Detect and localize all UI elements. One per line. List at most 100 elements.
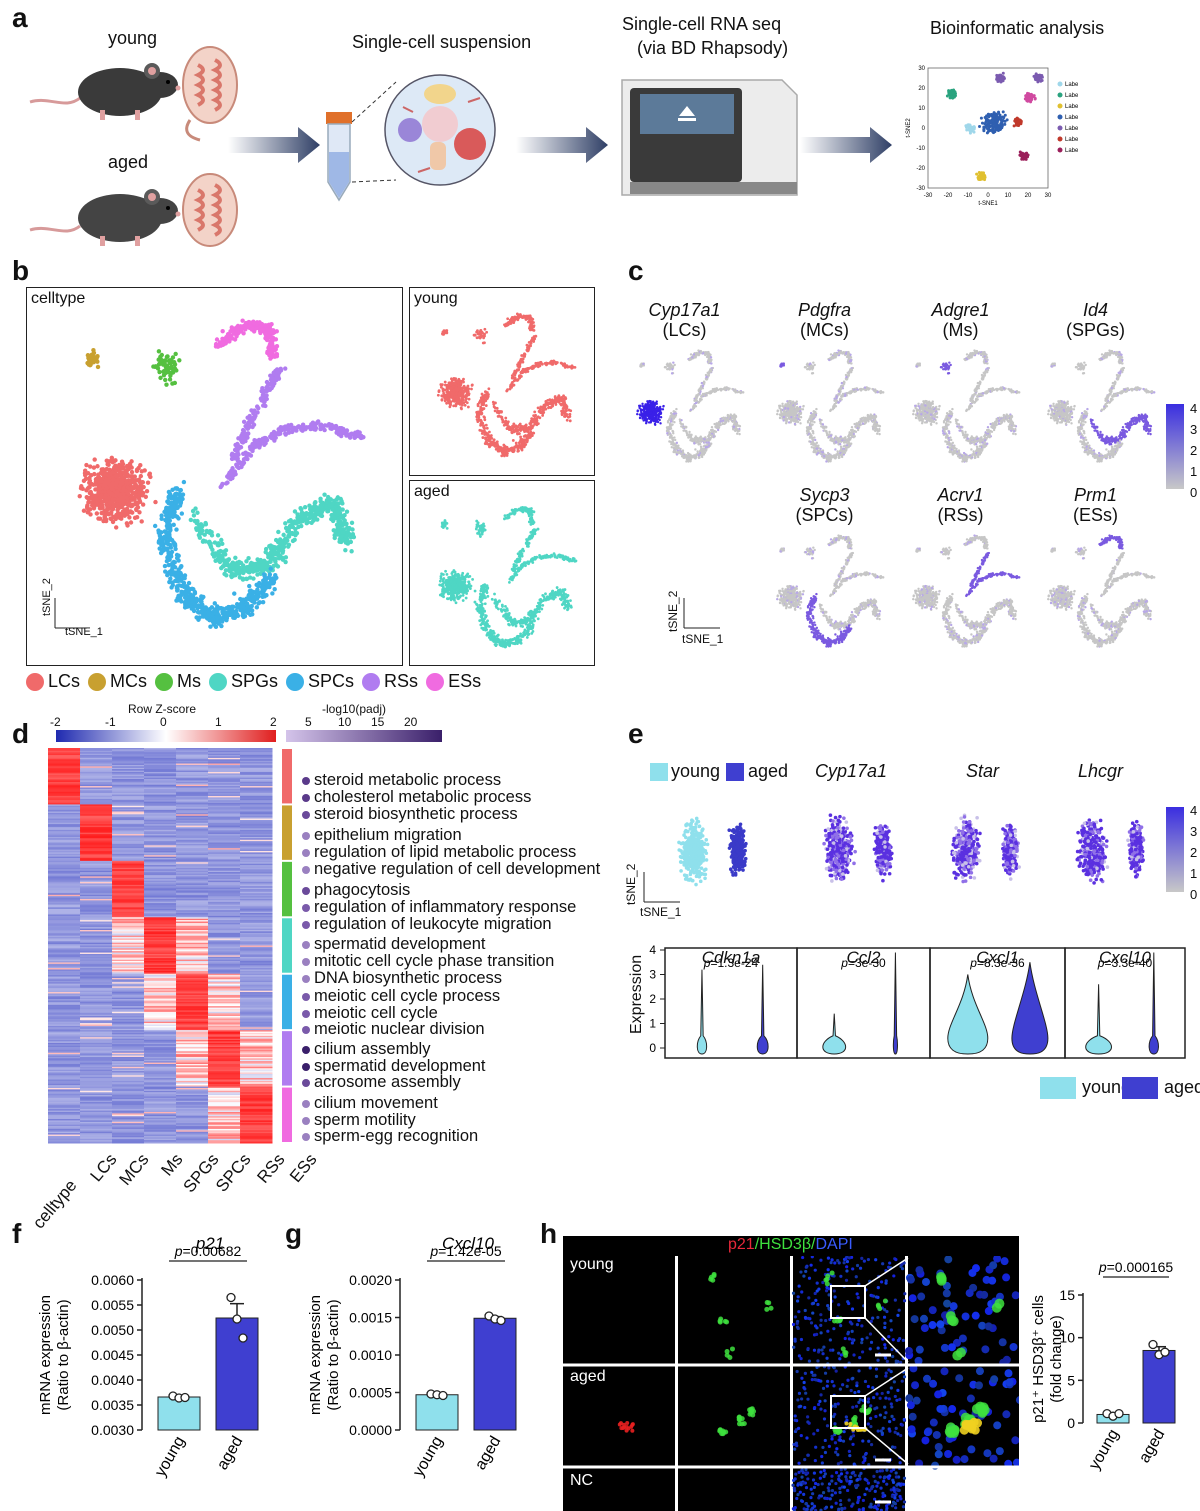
tsne-point (502, 614, 505, 618)
tsne-point (170, 514, 175, 519)
tsne-point (140, 490, 145, 495)
tsne-point (440, 592, 444, 596)
tsne-point (476, 329, 479, 333)
panel-label-e: e (628, 718, 644, 750)
tsne-point (113, 525, 119, 530)
arrow-icon (516, 127, 608, 163)
tsne-point (476, 332, 480, 336)
tsne-point (455, 397, 458, 401)
panel-label-f: f (12, 1218, 21, 1250)
tsne-point (171, 559, 177, 565)
tsne-point (173, 498, 179, 504)
tsne-point (561, 409, 565, 413)
tsne-point (529, 430, 532, 434)
tsne-point (240, 318, 245, 323)
tsne-point (240, 438, 246, 444)
tsne-point (219, 565, 224, 571)
tsne-point (299, 507, 304, 512)
tsne-point (235, 446, 241, 452)
tsne-point (105, 504, 110, 510)
tsne-point (527, 426, 531, 430)
tsne-point (347, 525, 352, 531)
tsne-point (88, 357, 93, 363)
aged-testis-icon (182, 173, 238, 247)
tsne-point (532, 364, 536, 368)
tsne-point (267, 584, 272, 590)
tsne-point (568, 365, 572, 369)
tsne-point (253, 594, 259, 599)
celltype-tsne-plot (54, 318, 366, 630)
tsne-point (532, 421, 536, 424)
tsne-point (500, 609, 503, 612)
tsne-point (469, 584, 473, 588)
tsne-point (331, 424, 337, 429)
tsne-point (448, 403, 452, 407)
tsne-point (476, 521, 480, 525)
tsne-point (495, 442, 499, 446)
tsne-point (264, 562, 270, 567)
mini-tsne-point (987, 115, 991, 119)
tsne-point (261, 403, 266, 408)
mini-x-label: t-SNE1 (978, 201, 998, 207)
tsne-point (190, 508, 196, 514)
tsne-point (461, 591, 465, 594)
mini-tsne-point (986, 112, 990, 116)
tsne-point (256, 563, 261, 568)
tsne-point (263, 578, 268, 584)
tsne-point (252, 415, 257, 420)
tsne-point (88, 512, 93, 517)
tsne-point (276, 427, 281, 432)
tsne-point (168, 576, 173, 581)
tsne-point (262, 442, 267, 447)
tsne-point (494, 401, 497, 405)
young-mouse-icon (29, 63, 181, 120)
tsne-point (215, 533, 221, 538)
tsne-point (443, 524, 447, 528)
tsne-point (342, 521, 347, 527)
tsne-point (171, 522, 176, 528)
tsne-point (444, 395, 447, 399)
tsne-point (521, 619, 525, 622)
tsne-point (483, 418, 487, 422)
tsne-point (441, 588, 445, 591)
tsne-point (441, 332, 445, 336)
mini-tsne-point (981, 176, 985, 180)
mini-legend-label: Label (1065, 126, 1078, 132)
tsne-point (503, 447, 506, 450)
mini-tsne-point (979, 116, 983, 120)
tsne-point (500, 454, 504, 458)
tsne-point (493, 444, 496, 448)
tsne-point (442, 577, 446, 580)
tsne-point (102, 515, 107, 520)
tsne-point (453, 399, 456, 403)
tsne-point (152, 523, 158, 529)
tsne-point (138, 473, 144, 479)
tsne-point (244, 559, 249, 564)
tsne-point (563, 363, 567, 367)
mini-legend-label: Label (1065, 93, 1078, 99)
tsne-point (485, 396, 489, 400)
tsne-point (513, 373, 517, 377)
young-label: young (108, 28, 157, 49)
tsne-point (309, 424, 314, 429)
tsne-point (170, 355, 176, 360)
tsne-point (444, 329, 448, 333)
tsne-point (454, 404, 458, 408)
tsne-point (443, 383, 447, 387)
tsne-point (156, 349, 162, 354)
tsne-point (527, 320, 530, 324)
tsne-point (129, 469, 135, 475)
tsne-point (246, 593, 251, 598)
tsne-point (567, 408, 571, 412)
aged-label: aged (108, 152, 148, 173)
tsne-point (103, 492, 109, 497)
tsne-point (300, 428, 305, 433)
tsne-point (86, 500, 91, 505)
tsne-point (563, 406, 567, 409)
tsne-point (445, 397, 449, 401)
tsne-point (545, 363, 548, 367)
tsne-point (491, 400, 495, 404)
tsne-point (247, 583, 252, 589)
mini-x-tick: 20 (1025, 193, 1032, 199)
mini-tsne-point (952, 93, 956, 97)
